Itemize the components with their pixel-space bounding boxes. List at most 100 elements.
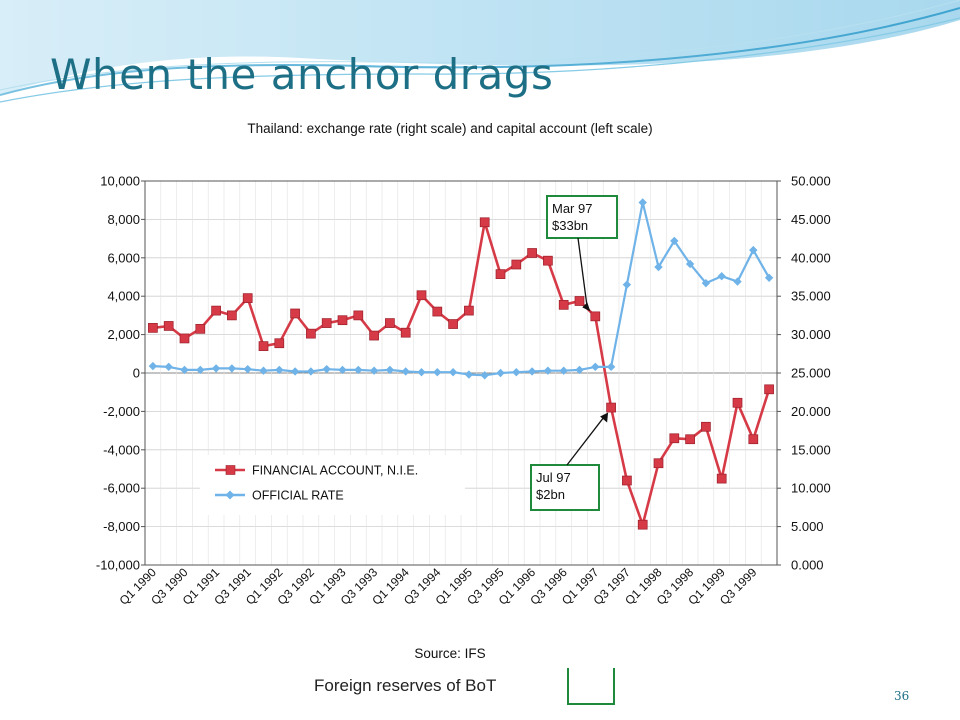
annotation-arrow bbox=[577, 237, 588, 309]
right-axis-tick-label: 45.000 bbox=[791, 212, 831, 227]
data-point-official-rate bbox=[227, 364, 237, 373]
data-point-official-rate bbox=[401, 367, 410, 376]
data-point-financial-account bbox=[479, 217, 490, 228]
legend-marker-square bbox=[225, 465, 236, 475]
left-axis-tick-label: 6,000 bbox=[107, 250, 140, 265]
left-axis-tick-label: -4,000 bbox=[103, 442, 140, 457]
left-axis-tick-label: -6,000 bbox=[103, 481, 140, 496]
data-point-financial-account bbox=[653, 458, 664, 469]
data-point-financial-account bbox=[637, 519, 648, 530]
data-point-financial-account bbox=[669, 433, 680, 444]
right-axis-tick-label: 40.000 bbox=[791, 250, 831, 265]
data-point-official-rate bbox=[369, 366, 379, 375]
data-point-financial-account bbox=[400, 327, 411, 338]
footer-highlight-box bbox=[567, 668, 615, 705]
data-point-financial-account bbox=[337, 315, 348, 326]
data-point-official-rate bbox=[512, 368, 521, 377]
data-point-financial-account bbox=[432, 306, 443, 317]
data-point-official-rate bbox=[606, 362, 616, 372]
data-point-financial-account bbox=[369, 330, 379, 341]
annotation-text: $2bn bbox=[536, 487, 565, 502]
data-point-official-rate bbox=[290, 367, 300, 376]
annotation-text: Jul 97 bbox=[536, 470, 571, 485]
data-point-financial-account bbox=[590, 311, 601, 322]
data-point-financial-account bbox=[574, 296, 585, 306]
data-point-financial-account bbox=[211, 305, 221, 316]
data-point-financial-account bbox=[179, 333, 190, 344]
chart-title: Thailand: exchange rate (right scale) an… bbox=[247, 121, 652, 136]
data-point-financial-account bbox=[306, 328, 316, 339]
data-point-official-rate bbox=[527, 367, 537, 376]
data-point-financial-account bbox=[258, 341, 269, 351]
data-point-financial-account bbox=[290, 308, 300, 319]
data-point-financial-account bbox=[543, 255, 553, 266]
data-point-financial-account bbox=[464, 305, 474, 316]
data-point-official-rate bbox=[275, 365, 284, 375]
data-point-official-rate bbox=[385, 365, 395, 375]
legend-marker-diamond bbox=[225, 490, 235, 500]
left-axis-tick-label: 8,000 bbox=[107, 212, 140, 227]
data-point-official-rate bbox=[670, 236, 679, 246]
right-axis-tick-label: 50.000 bbox=[791, 174, 831, 189]
left-axis-tick-label: -2,000 bbox=[103, 404, 140, 419]
data-point-official-rate bbox=[243, 364, 252, 374]
data-point-financial-account bbox=[511, 259, 522, 270]
data-point-financial-account bbox=[558, 299, 569, 310]
left-axis-tick-label: 2,000 bbox=[107, 327, 140, 342]
legend-label: OFFICIAL RATE bbox=[252, 489, 344, 503]
right-axis-tick-label: 25.000 bbox=[791, 366, 831, 381]
data-point-official-rate bbox=[180, 365, 189, 375]
right-axis-tick-label: 35.000 bbox=[791, 289, 831, 304]
data-point-official-rate bbox=[464, 370, 474, 379]
data-point-official-rate bbox=[354, 365, 363, 375]
data-point-official-rate bbox=[338, 365, 347, 375]
left-axis-tick-label: -8,000 bbox=[103, 519, 140, 534]
data-point-financial-account bbox=[353, 310, 364, 321]
annotation-arrow bbox=[566, 415, 606, 466]
data-point-official-rate bbox=[749, 245, 758, 255]
right-axis-tick-label: 5.000 bbox=[791, 519, 824, 534]
data-point-official-rate bbox=[306, 367, 316, 376]
data-point-financial-account bbox=[748, 434, 759, 445]
data-point-official-rate bbox=[622, 280, 632, 289]
annotation-text: $33bn bbox=[552, 218, 588, 233]
footer-text: Foreign reserves of BoT bbox=[314, 676, 497, 695]
data-point-financial-account bbox=[495, 269, 506, 279]
legend-box bbox=[200, 455, 465, 515]
series-line-financial-account bbox=[152, 221, 771, 527]
data-point-official-rate bbox=[480, 371, 489, 380]
annotation-box-mar97 bbox=[546, 195, 618, 239]
data-point-official-rate bbox=[733, 277, 742, 286]
data-point-official-rate bbox=[417, 368, 426, 377]
data-point-official-rate bbox=[322, 364, 331, 374]
data-point-official-rate bbox=[764, 273, 774, 282]
data-point-financial-account bbox=[716, 473, 727, 484]
left-axis-tick-label: 4,000 bbox=[107, 289, 140, 304]
left-axis-tick-label: 0 bbox=[133, 366, 140, 381]
data-point-financial-account bbox=[195, 323, 206, 334]
data-point-financial-account bbox=[274, 338, 285, 349]
data-point-financial-account bbox=[148, 323, 158, 333]
data-point-financial-account bbox=[527, 248, 537, 258]
data-point-financial-account bbox=[764, 384, 774, 395]
right-axis-tick-label: 10.000 bbox=[791, 481, 831, 496]
data-point-financial-account bbox=[701, 421, 711, 432]
right-axis-tick-label: 20.000 bbox=[791, 404, 831, 419]
left-axis-tick-label: 10,000 bbox=[100, 174, 140, 189]
data-point-official-rate bbox=[543, 366, 553, 375]
data-point-financial-account bbox=[685, 434, 695, 445]
data-point-financial-account bbox=[448, 319, 458, 329]
annotation-text: Mar 97 bbox=[552, 201, 592, 216]
data-point-financial-account bbox=[163, 321, 174, 331]
data-point-financial-account bbox=[385, 318, 395, 328]
data-point-financial-account bbox=[732, 397, 743, 408]
annotation-box-jul97 bbox=[530, 464, 600, 511]
data-point-official-rate bbox=[559, 366, 568, 375]
annotation-arrowhead bbox=[582, 302, 591, 312]
right-axis-tick-label: 15.000 bbox=[791, 442, 831, 457]
header-swoosh-decoration bbox=[0, 0, 960, 103]
data-point-official-rate bbox=[591, 362, 600, 372]
annotation-arrowhead bbox=[600, 412, 609, 423]
data-point-official-rate bbox=[211, 364, 221, 373]
page-number: 36 bbox=[894, 689, 910, 703]
